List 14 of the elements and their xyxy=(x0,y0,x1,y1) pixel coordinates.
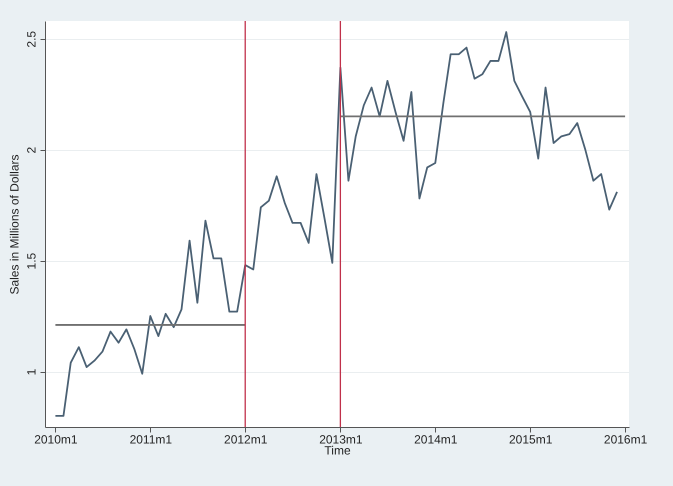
x-tick-label: 2014m1 xyxy=(414,432,458,446)
x-tick-label: 2013m1 xyxy=(319,432,363,446)
x-tick-label: 2015m1 xyxy=(509,432,553,446)
y-tick-label: 2.5 xyxy=(24,30,38,48)
y-axis-title: Sales in Millions of Dollars xyxy=(8,154,22,295)
x-axis-title: Time xyxy=(324,444,351,458)
x-tick-label: 2010m1 xyxy=(34,432,78,446)
line-series xyxy=(54,31,618,417)
x-tick-label: 2012m1 xyxy=(224,432,268,446)
x-tick-label: 2011m1 xyxy=(130,432,172,446)
y-tick-label: 2 xyxy=(24,146,38,154)
x-tick-label: 2016m1 xyxy=(604,432,648,446)
y-tick-label: 1.5 xyxy=(24,252,38,270)
y-tick-label: 1 xyxy=(24,368,38,376)
